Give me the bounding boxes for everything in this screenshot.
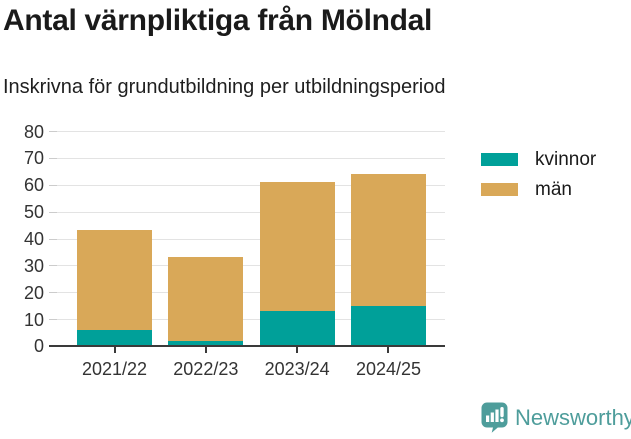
x-tickmark-2024-25: [387, 347, 390, 353]
newsworthy-logo-icon: [481, 402, 508, 433]
gridline-y-30: [57, 265, 445, 267]
gridline-y-60: [57, 184, 445, 186]
y-axis-label-60: 60: [23, 175, 44, 196]
x-tickmark-2022-23: [204, 347, 207, 353]
gridline-y-40: [57, 238, 445, 240]
y-axis-label-0: 0: [33, 336, 44, 356]
y-axis-label-50: 50: [23, 202, 44, 223]
y-axis-label-80: 80: [23, 121, 44, 142]
y-axis-label-30: 30: [23, 255, 44, 276]
chart-area: 0 10 20 30 40 50 60 70 80 2021/22 2022/23 2023/24 20…: [0, 123, 460, 396]
y-axis-label-10: 10: [23, 309, 44, 330]
x-axis-line: [49, 345, 445, 347]
y-tickmark-40: [49, 238, 57, 240]
brand-name: Newsworthy: [515, 404, 631, 430]
bar-2023-24-kvinnor: [259, 311, 335, 346]
legend: kvinnor män: [481, 150, 596, 210]
y-axis-label-40: 40: [23, 229, 44, 249]
x-tickmark-2023-24: [296, 347, 299, 353]
y-axis-label-20: 20: [23, 282, 44, 303]
gridline-y-50: [57, 211, 445, 213]
gridline-y-80: [57, 131, 445, 132]
legend-swatch-män: [481, 183, 518, 196]
legend-label-kvinnor: kvinnor: [535, 149, 597, 170]
y-tickmark-30: [49, 265, 57, 267]
bar-2024-25-män: [350, 174, 426, 306]
bar-2023-24-män: [259, 182, 335, 312]
x-axis-label-2024-25: 2024/25: [355, 359, 422, 379]
y-tickmark-70: [49, 157, 57, 159]
y-tickmark-60: [49, 184, 57, 186]
x-tickmark-2021-22: [113, 347, 116, 353]
gridline-y-20: [57, 292, 445, 294]
gridline-y-70: [57, 157, 445, 159]
bar-2021-22-kvinnor: [77, 329, 152, 346]
bar-2024-25-kvinnor: [350, 305, 426, 346]
legend-swatch-kvinnor: [481, 153, 518, 166]
brand-footer: Newsworthy: [481, 402, 631, 433]
legend-label-män: män: [535, 179, 572, 200]
x-axis-label-2021-22: 2021/22: [81, 359, 148, 379]
y-tickmark-10: [49, 319, 57, 321]
page-title: Antal värnpliktiga från Mölndal: [3, 4, 433, 37]
y-tickmark-50: [49, 211, 57, 213]
chart-subtitle: Inskrivna för grundutbildning per utbild…: [3, 76, 446, 98]
bar-2021-22-män: [77, 230, 152, 330]
y-axis-label-70: 70: [23, 148, 44, 169]
legend-item-kvinnor: kvinnor: [481, 150, 596, 169]
gridline-y-10: [57, 319, 445, 321]
y-tickmark-80: [49, 131, 57, 132]
x-axis-label-2022-23: 2022/23: [173, 359, 239, 379]
bar-2022-23-kvinnor: [168, 340, 244, 346]
y-tickmark-20: [49, 292, 57, 294]
x-axis-label-2023-24: 2023/24: [264, 359, 330, 379]
legend-item-män: män: [481, 180, 596, 199]
bar-2022-23-män: [168, 257, 244, 341]
